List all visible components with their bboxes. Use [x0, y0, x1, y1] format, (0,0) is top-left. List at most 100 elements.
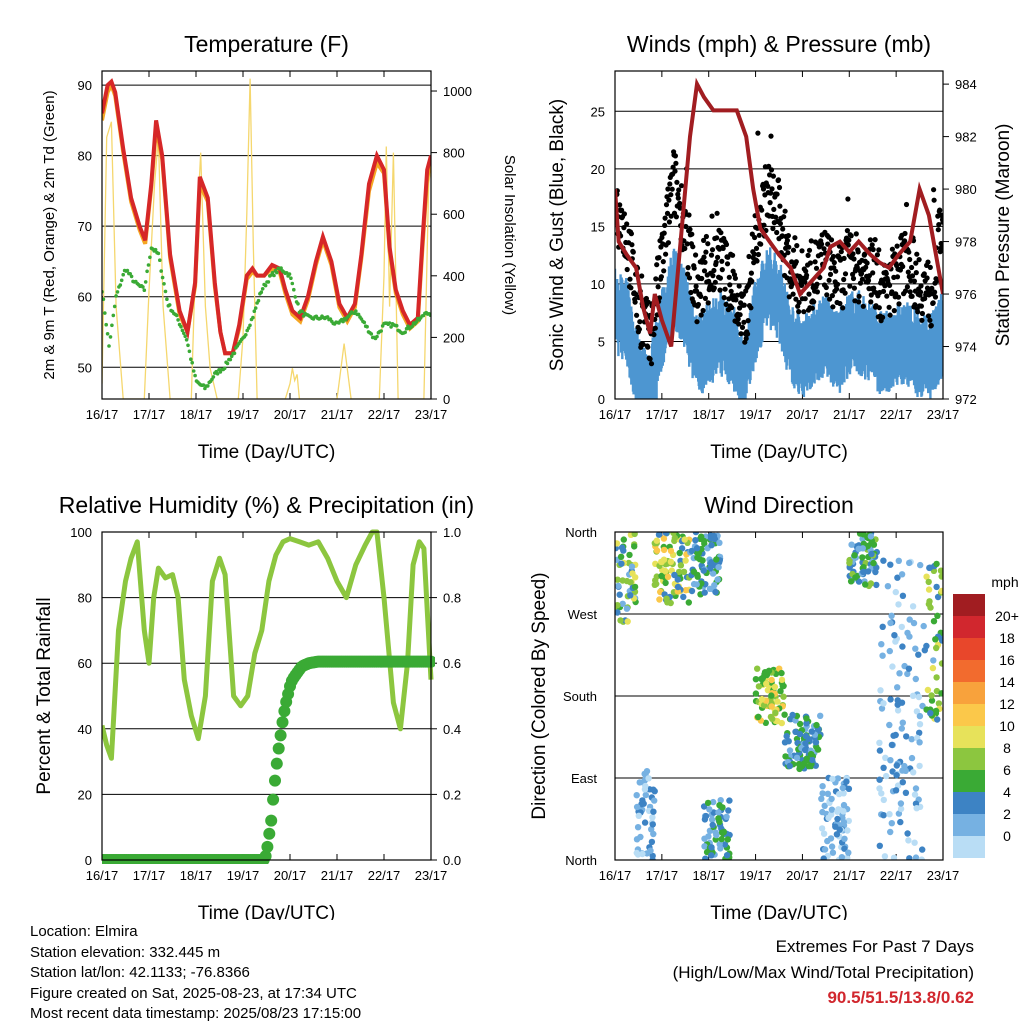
direction-point — [911, 791, 919, 798]
direction-point — [916, 739, 923, 746]
gust-point — [677, 205, 683, 211]
direction-point — [618, 560, 625, 567]
gust-point — [876, 305, 882, 311]
direction-point — [619, 577, 626, 584]
gust-point — [891, 308, 897, 314]
dewpoint-point — [292, 287, 296, 292]
direction-point — [840, 808, 847, 815]
chart-panel-2: Winds (mph) & Pressure (mb) Time (Day/UTC… — [547, 31, 1014, 463]
extremes-values: 90.5/51.5/13.8/0.62 — [827, 988, 974, 1007]
direction-point — [933, 560, 940, 568]
gust-point — [717, 287, 723, 293]
direction-point — [899, 643, 906, 650]
gust-point — [813, 265, 820, 271]
direction-point — [662, 567, 669, 575]
y-tick-label: South — [563, 689, 597, 704]
direction-point — [660, 546, 668, 554]
direction-point — [841, 845, 848, 852]
gust-point — [714, 235, 720, 241]
plot-area — [615, 532, 943, 860]
gust-point — [768, 133, 774, 139]
direction-point — [860, 532, 867, 538]
y-axis-label: Direction (Colored By Speed) — [529, 572, 550, 819]
dewpoint-point — [174, 313, 179, 318]
gust-point — [774, 229, 780, 236]
direction-point — [932, 636, 939, 643]
gust-point — [824, 292, 830, 298]
series-sonic-wind — [615, 247, 943, 399]
gust-point — [703, 249, 709, 255]
gust-point — [645, 299, 651, 305]
dewpoint-point — [184, 338, 189, 342]
direction-point — [902, 789, 910, 796]
dewpoint-point — [369, 332, 374, 336]
direction-point — [867, 533, 875, 540]
gust-point — [653, 276, 659, 282]
direction-point — [920, 622, 927, 630]
gust-point — [621, 211, 628, 217]
gust-point — [809, 305, 815, 311]
gust-point — [662, 215, 668, 221]
gust-point — [781, 214, 787, 220]
x-axis-label: Time (Day/UTC) — [710, 442, 848, 463]
gust-point — [709, 213, 715, 219]
direction-point — [905, 837, 912, 844]
y-tick-label: 100 — [70, 525, 92, 540]
gust-point — [823, 284, 829, 291]
direction-point — [888, 820, 895, 827]
direction-point — [624, 618, 631, 625]
direction-point — [918, 856, 925, 860]
gust-point — [732, 275, 739, 281]
direction-point — [876, 842, 883, 849]
gust-point — [896, 301, 902, 307]
direction-point — [642, 782, 649, 790]
gust-point — [851, 256, 857, 262]
direction-point — [899, 719, 906, 726]
direction-point — [915, 651, 922, 658]
gust-point — [842, 290, 848, 296]
direction-point — [912, 854, 920, 860]
dewpoint-point — [362, 320, 367, 325]
direction-point — [651, 797, 658, 804]
direction-point — [912, 645, 919, 652]
gust-point — [932, 294, 939, 300]
dewpoint-point — [414, 320, 419, 324]
direction-point — [793, 754, 801, 761]
plot-border — [614, 531, 944, 861]
x-tick-label: 19/17 — [739, 407, 772, 422]
dewpoint-point — [182, 331, 186, 336]
direction-point — [725, 807, 732, 814]
y-tick-label: 80 — [78, 591, 92, 606]
direction-point — [708, 852, 715, 859]
direction-point — [834, 815, 841, 823]
gust-point — [728, 288, 734, 294]
direction-point — [887, 561, 894, 568]
direction-point — [906, 559, 913, 567]
direction-point — [690, 568, 698, 575]
x-tick-label: 19/17 — [227, 868, 260, 883]
direction-point — [674, 576, 681, 583]
direction-point — [916, 762, 923, 770]
direction-point — [752, 676, 760, 683]
chart-panel-1: Temperature (F) Time (Day/UTC) 2m & 9m T (… — [41, 31, 518, 463]
precip-point — [270, 757, 283, 770]
direction-point — [886, 811, 893, 818]
gust-point — [745, 318, 751, 324]
dewpoint-point — [211, 375, 216, 379]
direction-point — [916, 721, 924, 728]
direction-point — [803, 715, 810, 722]
direction-point — [637, 833, 644, 841]
direction-point — [928, 692, 935, 699]
gust-point — [733, 297, 739, 303]
gust-point — [785, 233, 792, 239]
gust-point — [617, 202, 623, 208]
dewpoint-point — [110, 323, 114, 328]
gust-point — [835, 281, 841, 287]
direction-point — [867, 580, 875, 587]
gust-point — [907, 256, 913, 263]
gust-point — [793, 259, 799, 265]
gust-point — [743, 335, 749, 342]
direction-point — [932, 707, 940, 715]
direction-point — [893, 772, 900, 779]
direction-point — [879, 652, 886, 659]
